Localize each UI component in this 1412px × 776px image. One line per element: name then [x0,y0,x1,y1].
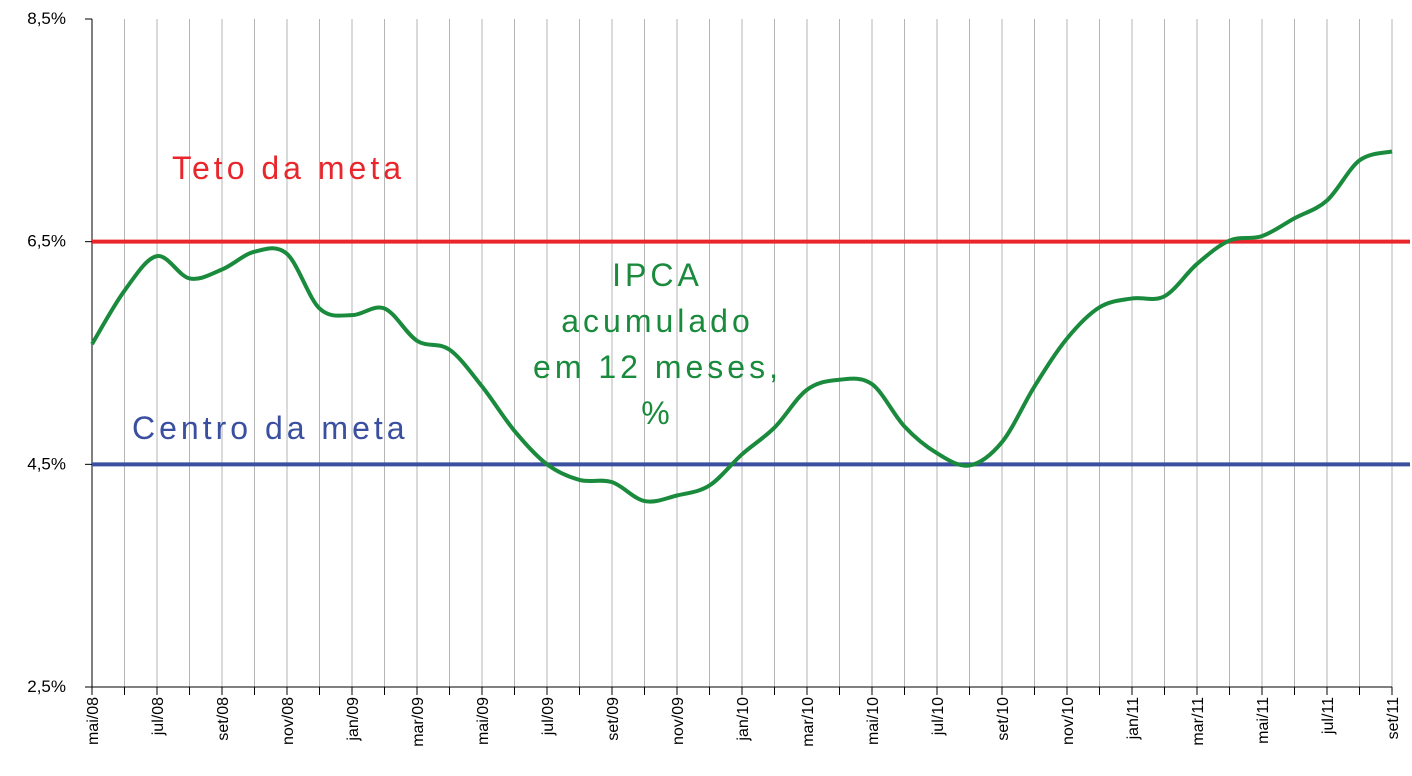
x-tick-label: mar/10 [800,697,817,747]
x-tick-label: set/08 [215,697,232,741]
x-tick-label: mai/11 [1255,697,1272,744]
x-tick-label: nov/09 [670,697,687,745]
x-tick-label: mar/11 [1190,697,1207,746]
x-tick-label: set/11 [1385,697,1402,740]
y-tick-label: 4,5% [27,454,66,473]
x-tick-label: jul/09 [540,697,557,736]
reference-label: Teto da meta [172,150,405,186]
x-tick-label: nov/10 [1060,697,1077,745]
x-tick-label: mai/09 [475,697,492,745]
y-tick-label: 6,5% [27,232,66,251]
series-line [90,149,1393,504]
y-tick-label: 2,5% [27,677,66,696]
x-tick-label: jan/10 [735,697,752,742]
x-tick-label: mai/10 [865,697,882,745]
x-tick-label: nov/08 [280,697,297,745]
x-tick-label: mar/09 [410,697,427,747]
x-tick-label: mai/08 [85,697,102,745]
reference-label: Centro da meta [132,410,409,446]
x-tick-label: jan/09 [345,697,362,742]
x-tick-label: set/09 [605,697,622,741]
x-tick-label: jul/10 [930,697,947,736]
x-tick-label: jul/08 [150,697,167,736]
x-tick-label: jan/11 [1125,697,1142,741]
x-tick-label: jul/11 [1320,697,1337,735]
series-label: IPCA acumulado em 12 meses, % [533,257,782,431]
y-tick-label: 8,5% [27,9,66,28]
x-tick-label: set/10 [995,697,1012,741]
